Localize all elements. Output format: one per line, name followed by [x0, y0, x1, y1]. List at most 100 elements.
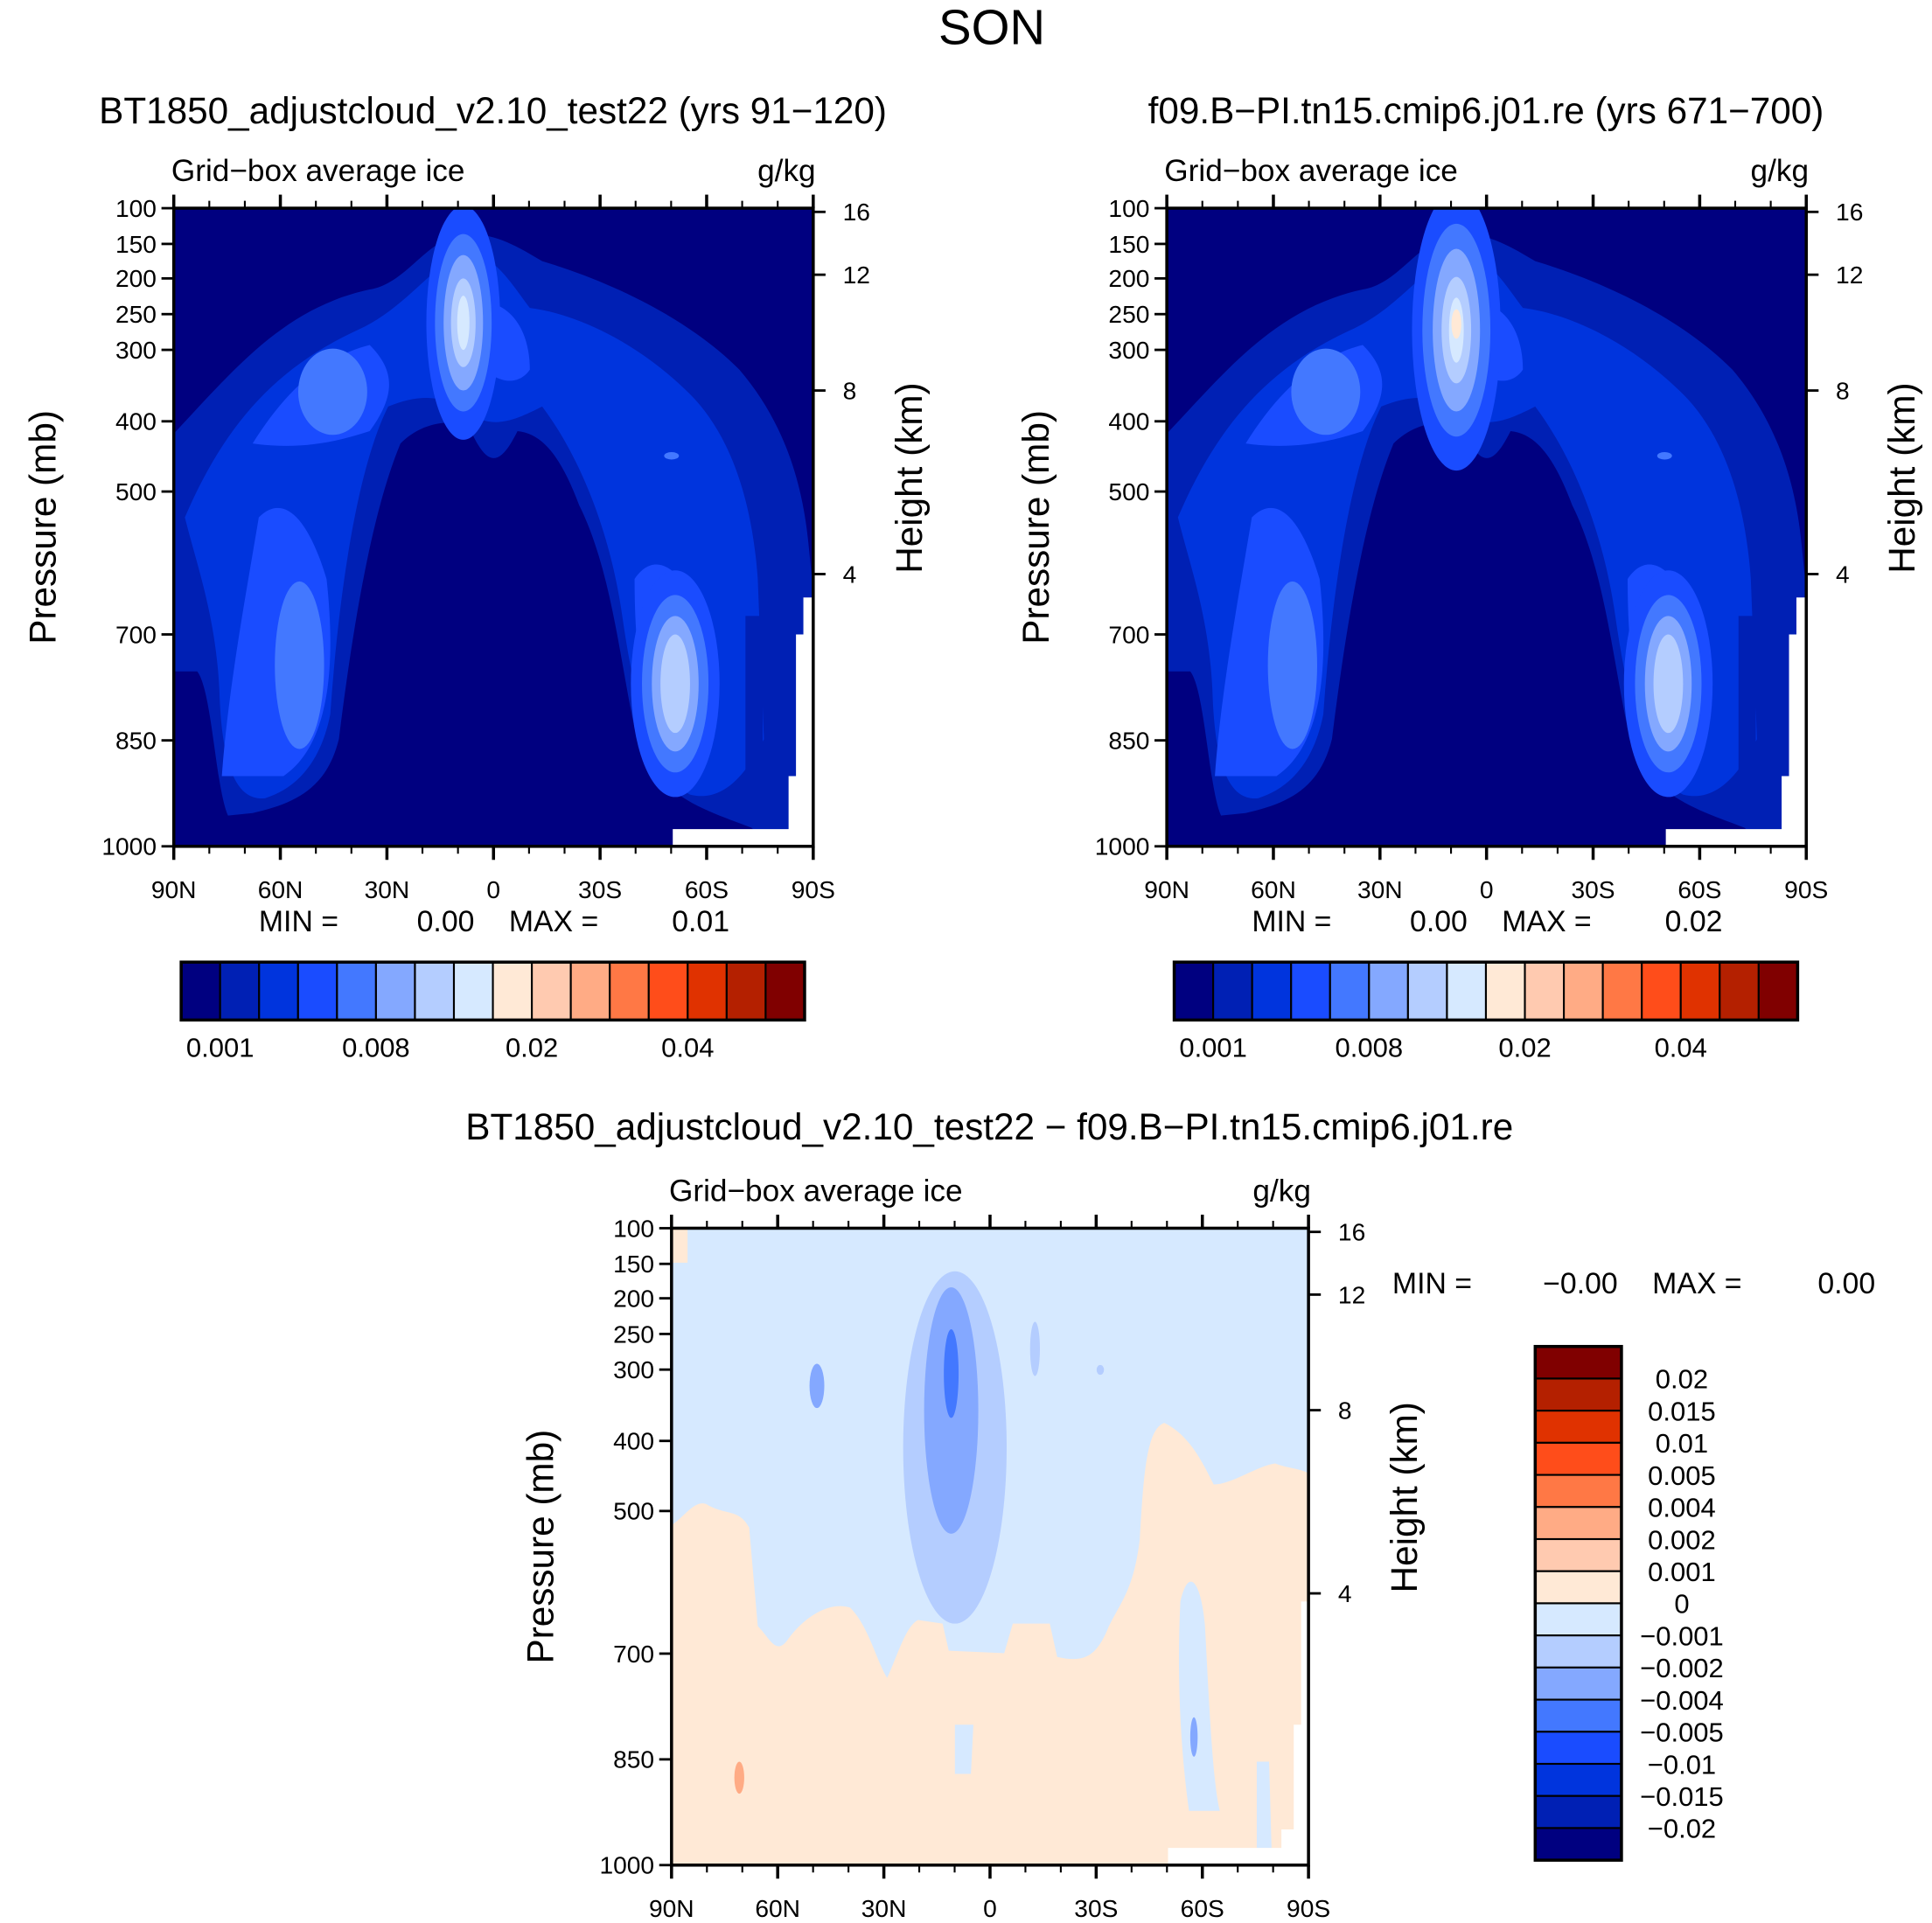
y-tick-label: 100	[1108, 194, 1149, 222]
panel-left-string: Grid−box average ice	[171, 154, 465, 188]
x-tick-label: 0	[486, 875, 500, 903]
height-axis-label: Height (km)	[1881, 382, 1922, 573]
x-tick-label: 90N	[649, 1894, 694, 1922]
contour-level-neg-small	[954, 1581, 1272, 1849]
colorbar-box	[1212, 961, 1253, 1021]
contour-field	[1167, 208, 1807, 847]
panel-left-string: Grid−box average ice	[669, 1174, 963, 1208]
x-tick-label: 60N	[258, 875, 303, 903]
colorbar-box	[1534, 1410, 1622, 1444]
panel-3: BT1850_adjustcloud_v2.10_test22 − f09.B−…	[465, 1106, 1875, 1922]
height-axis-label: Height (km)	[1384, 1402, 1425, 1592]
max-label: MAX =	[1652, 1267, 1741, 1300]
height-axis-label: Height (km)	[889, 382, 930, 573]
y-tick-label: 250	[115, 300, 157, 328]
colorbar-box	[452, 961, 494, 1021]
colorbar-box	[1329, 961, 1371, 1021]
max-value: 0.00	[1817, 1267, 1875, 1300]
height-tick-label: 4	[843, 560, 857, 588]
contour-level-5	[275, 581, 324, 749]
colorbar-label: 0.008	[1336, 1033, 1404, 1063]
colorbar-box	[1534, 1762, 1622, 1797]
contour-level-neg-004	[944, 1329, 959, 1418]
contour-level-pos-002	[734, 1761, 744, 1794]
colorbar-label: 0.02	[506, 1033, 558, 1063]
x-tick-label: 90S	[792, 875, 835, 903]
colorbar-label: −0.005	[1640, 1717, 1724, 1748]
colorbar-box	[687, 961, 728, 1021]
colorbar-label: 0.001	[1648, 1557, 1716, 1587]
colorbar-label: −0.01	[1648, 1749, 1716, 1780]
height-tick-label: 8	[843, 376, 857, 404]
figure-title: SON	[938, 0, 1045, 55]
colorbar-box	[258, 961, 299, 1021]
colorbar-box	[1534, 1634, 1622, 1669]
colorbar-box	[296, 961, 338, 1021]
colorbar-label: 0.02	[1656, 1364, 1708, 1395]
x-tick-label: 60N	[1251, 875, 1296, 903]
min-label: MIN =	[259, 905, 338, 938]
y-tick-label: 400	[613, 1427, 654, 1455]
x-tick-label: 30S	[1571, 875, 1615, 903]
x-tick-label: 30N	[861, 1894, 907, 1922]
y-tick-label: 100	[613, 1214, 654, 1242]
min-value: −0.00	[1543, 1267, 1618, 1300]
colorbar-box	[1534, 1698, 1622, 1733]
y-tick-label: 700	[1108, 620, 1149, 648]
contour-level-neg-002	[1189, 1717, 1198, 1757]
height-tick-label: 12	[1338, 1280, 1365, 1308]
y-tick-label: 200	[1108, 264, 1149, 292]
colorbar-label: 0.008	[342, 1033, 410, 1063]
height-tick-label: 4	[1338, 1579, 1352, 1607]
contour-level-pos-small	[671, 1228, 688, 1263]
max-label: MAX =	[1502, 905, 1591, 938]
min-value: 0.00	[1410, 905, 1468, 938]
max-value: 0.02	[1665, 905, 1723, 938]
colorbar-label: −0.02	[1648, 1814, 1716, 1844]
panel-title: f09.B−PI.tn15.cmip6.j01.re (yrs 671−700)	[1148, 90, 1824, 131]
colorbar-box	[492, 961, 534, 1021]
colorbar-box	[531, 961, 572, 1021]
colorbar-box	[764, 961, 806, 1021]
colorbar-frame	[1172, 960, 1800, 1022]
y-tick-label: 150	[1108, 230, 1149, 258]
x-tick-label: 90N	[1144, 875, 1189, 903]
colorbar-box	[1534, 1602, 1622, 1637]
x-tick-label: 30S	[1074, 1894, 1118, 1922]
panel-left-string: Grid−box average ice	[1164, 154, 1458, 188]
missing-data-region	[1665, 597, 1807, 847]
y-tick-label: 850	[613, 1745, 654, 1773]
x-tick-label: 30N	[1357, 875, 1403, 903]
y-tick-label: 850	[115, 726, 157, 754]
colorbar-label: −0.015	[1640, 1781, 1724, 1812]
colorbar-box	[1534, 1506, 1622, 1541]
max-label: MAX =	[509, 905, 598, 938]
colorbar-label: 0.004	[1648, 1493, 1716, 1523]
contour-level-5	[1656, 451, 1672, 460]
y-tick-label: 700	[115, 620, 157, 648]
colorbar-label: −0.002	[1640, 1653, 1724, 1683]
contour-field	[173, 208, 813, 847]
x-tick-label: 0	[983, 1894, 997, 1922]
colorbar-box	[1173, 961, 1215, 1021]
colorbar-label: −0.004	[1640, 1685, 1724, 1716]
colorbar-box	[1534, 1377, 1622, 1412]
x-tick-label: 90S	[1287, 1894, 1330, 1922]
panel-title: BT1850_adjustcloud_v2.10_test22 − f09.B−…	[465, 1106, 1513, 1147]
y-tick-label: 300	[613, 1355, 654, 1383]
x-tick-label: 60S	[1181, 1894, 1224, 1922]
height-tick-label: 12	[1836, 261, 1863, 289]
colorbar-box	[609, 961, 650, 1021]
min-label: MIN =	[1392, 1267, 1472, 1300]
colorbar-box	[1534, 1666, 1622, 1701]
colorbar-box	[1534, 1731, 1622, 1766]
contour-level-9	[1451, 309, 1461, 339]
y-tick-label: 300	[1108, 336, 1149, 364]
height-tick-label: 12	[843, 261, 870, 289]
height-tick-label: 8	[1338, 1396, 1352, 1424]
colorbar-box	[336, 961, 377, 1021]
missing-data-region	[1168, 1601, 1309, 1865]
colorbar-box	[1534, 1345, 1622, 1380]
contour-level-neg-001	[1029, 1321, 1041, 1376]
colorbar-label: 0.005	[1648, 1460, 1716, 1491]
